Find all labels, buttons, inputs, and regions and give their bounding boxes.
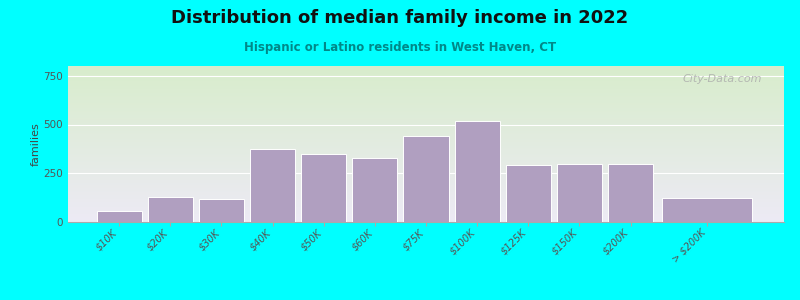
Text: Distribution of median family income in 2022: Distribution of median family income in … bbox=[171, 9, 629, 27]
Bar bbox=[199, 199, 244, 222]
Bar bbox=[97, 211, 142, 222]
Bar bbox=[352, 158, 398, 222]
Bar bbox=[557, 164, 602, 222]
Bar bbox=[662, 198, 752, 222]
Bar bbox=[250, 149, 295, 222]
Text: City-Data.com: City-Data.com bbox=[683, 74, 762, 84]
Bar bbox=[148, 197, 193, 222]
Y-axis label: families: families bbox=[30, 122, 41, 166]
Bar bbox=[608, 164, 653, 222]
Bar bbox=[302, 154, 346, 222]
Bar bbox=[506, 165, 550, 222]
Text: Hispanic or Latino residents in West Haven, CT: Hispanic or Latino residents in West Hav… bbox=[244, 40, 556, 53]
Bar bbox=[454, 121, 500, 222]
Bar bbox=[403, 136, 449, 222]
